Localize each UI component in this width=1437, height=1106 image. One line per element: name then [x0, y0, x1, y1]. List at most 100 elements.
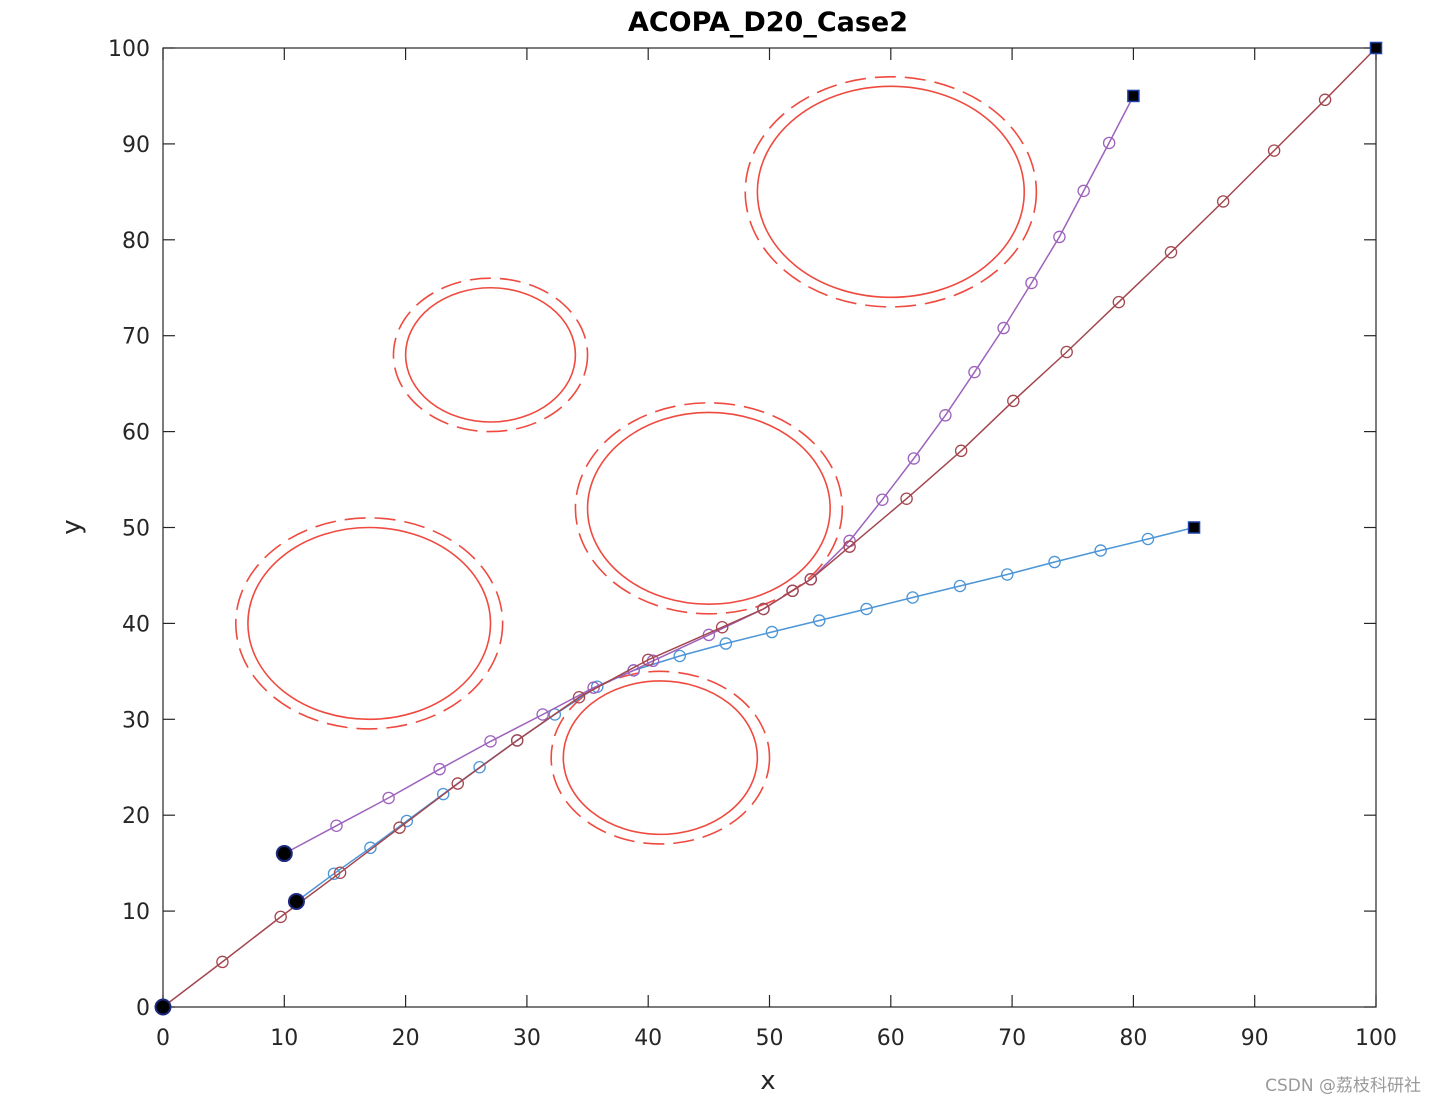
path-3-waypoint: [451, 777, 465, 790]
end-marker: [1127, 89, 1140, 103]
obstacle-safety-boundary: [574, 402, 844, 615]
path-2-waypoint: [1102, 136, 1116, 150]
path-1-waypoint: [1048, 555, 1061, 569]
path-1-waypoint: [719, 637, 733, 650]
path-3-waypoint: [572, 690, 586, 704]
path-2-waypoint: [536, 708, 549, 721]
path-3-waypoint: [900, 492, 913, 505]
path-3-waypoint: [1216, 195, 1230, 208]
path-3-waypoint: [641, 653, 655, 667]
obstacle-safety-boundary: [744, 75, 1038, 308]
end-marker: [1187, 521, 1201, 534]
y-tick-label: 70: [122, 325, 150, 350]
x-tick-label: 30: [513, 1026, 541, 1051]
endpoint-markers-layer: [154, 41, 1383, 1016]
path-3-waypoint: [757, 602, 770, 616]
start-marker: [154, 998, 172, 1016]
path-2-waypoint: [997, 321, 1010, 335]
path-2-waypoint: [876, 493, 889, 506]
path-3-waypoint: [786, 584, 799, 598]
path-3-waypoint: [274, 910, 287, 924]
y-tick-label: 40: [122, 612, 150, 637]
x-axis-label: x: [760, 1066, 775, 1096]
path-3-waypoint: [393, 821, 406, 834]
path-1-waypoint: [400, 814, 414, 828]
obstacle-circle: [586, 411, 831, 606]
path-line-2: [283, 95, 1135, 855]
y-axis-label: y: [57, 519, 87, 534]
path-line-3: [162, 47, 1377, 1008]
path-1-waypoint: [765, 625, 779, 639]
end-marker: [1369, 41, 1383, 55]
y-tick-label: 20: [122, 804, 150, 829]
path-2-waypoint: [433, 762, 446, 776]
x-tick-label: 0: [156, 1026, 170, 1051]
obstacle-safety-boundary: [550, 670, 771, 845]
path-3-waypoint: [1318, 93, 1332, 107]
y-tick-label: 100: [108, 37, 150, 62]
path-3-waypoint: [1164, 246, 1178, 259]
path-1-waypoint: [906, 591, 919, 604]
path-3-waypoint: [510, 734, 524, 747]
path-3-waypoint: [843, 540, 856, 553]
axes-layer: 0 10 20 30 40 50 60 70 80 90 100 0 10 20 30 40 50 60 70 80 9…: [108, 37, 1397, 1051]
x-tick-label: 70: [998, 1026, 1026, 1051]
obstacle-circle: [247, 526, 492, 721]
x-tick-label: 50: [756, 1026, 784, 1051]
path-3-waypoint: [216, 955, 229, 969]
obstacle-safety-boundary: [392, 277, 589, 433]
path-3-waypoint: [804, 573, 817, 586]
path-3-waypoint: [1112, 295, 1126, 309]
path-2-waypoint: [1077, 184, 1090, 198]
y-tick-label: 80: [122, 229, 150, 254]
path-1-waypoint: [364, 841, 377, 855]
path-2-waypoint: [939, 409, 952, 422]
obstacle-circle: [562, 680, 759, 836]
y-tick-label: 90: [122, 133, 150, 158]
obstacle-circle: [756, 85, 1026, 299]
path-2-waypoint: [484, 735, 497, 748]
path-1-waypoint: [1000, 568, 1014, 581]
path-1-waypoint: [1141, 532, 1155, 546]
y-tick-label: 0: [136, 996, 150, 1021]
path-1-waypoint: [673, 649, 686, 663]
path-1-waypoint: [812, 614, 826, 627]
y-tick-label: 50: [122, 517, 150, 542]
x-tick-label: 60: [877, 1026, 905, 1051]
start-marker: [287, 893, 305, 911]
obstacle-safety-boundary: [234, 517, 504, 730]
path-3-waypoint: [333, 866, 347, 879]
x-tick-label: 10: [270, 1026, 298, 1051]
path-1-waypoint: [1094, 544, 1107, 557]
path-2-waypoint: [1025, 276, 1038, 290]
y-tick-label: 30: [122, 708, 150, 733]
chart-title: ACOPA_D20_Case2: [628, 7, 908, 38]
x-tick-label: 100: [1355, 1026, 1397, 1051]
y-tick-label: 10: [122, 900, 150, 925]
path-2-waypoint: [907, 452, 921, 465]
path-2-waypoint: [968, 365, 981, 379]
path-3-waypoint: [954, 444, 968, 458]
path-3-waypoint: [715, 620, 729, 634]
path-1-waypoint: [436, 787, 450, 801]
x-tick-label: 40: [634, 1026, 662, 1051]
y-tick-label: 60: [122, 421, 150, 446]
series-layer: [162, 47, 1377, 1008]
path-3-waypoint: [1007, 394, 1020, 408]
obstacles-layer: [234, 75, 1038, 845]
x-tick-label: 90: [1241, 1026, 1269, 1051]
path-2-waypoint: [330, 819, 343, 832]
path-2-waypoint: [587, 681, 600, 694]
watermark: CSDN @荔枝科研社: [1265, 1076, 1421, 1096]
path-2-waypoint: [382, 791, 395, 805]
x-tick-label: 20: [392, 1026, 420, 1051]
path-3-waypoint: [1267, 144, 1281, 157]
path-2-waypoint: [1053, 230, 1066, 244]
path-1-waypoint: [473, 761, 486, 774]
obstacle-circle: [404, 286, 577, 423]
path-line-1: [295, 526, 1195, 903]
x-tick-label: 80: [1119, 1026, 1147, 1051]
path-1-waypoint: [860, 602, 873, 616]
path-3-waypoint: [1060, 345, 1073, 359]
